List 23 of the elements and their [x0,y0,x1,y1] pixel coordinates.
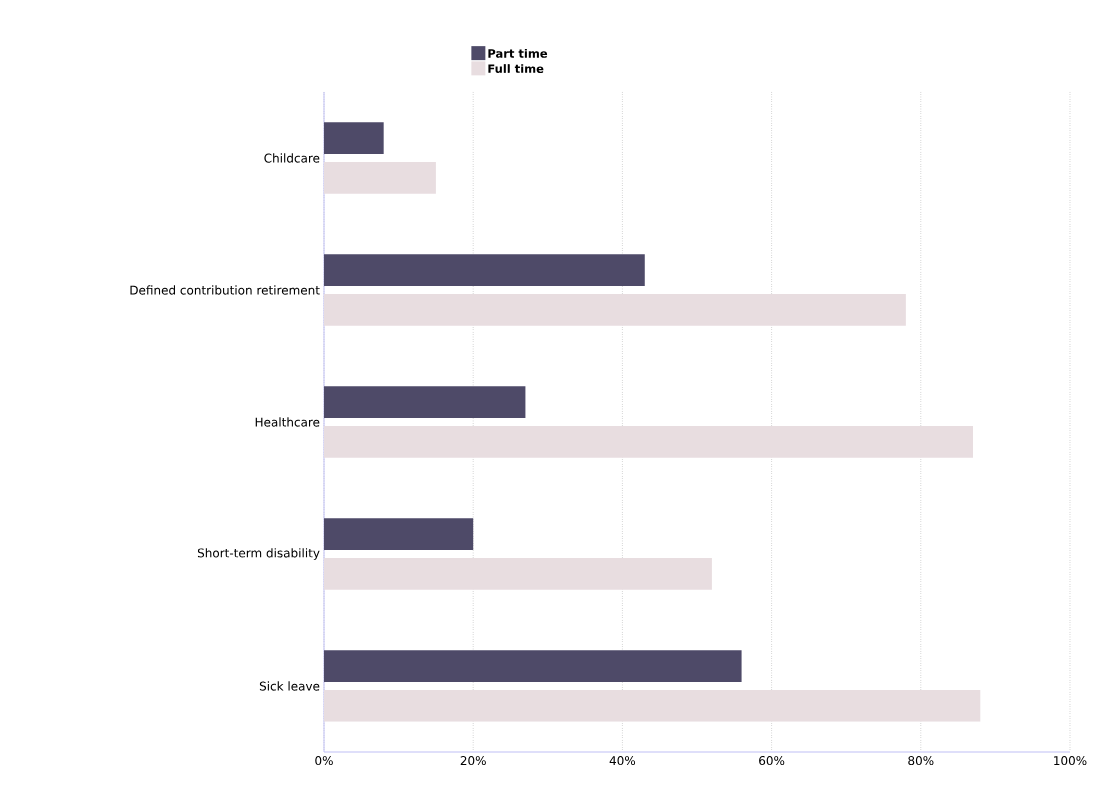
y-tick-label: Defined contribution retirement [130,285,320,295]
y-tick-label: Short-term disability [197,548,320,560]
bar [324,650,742,683]
x-tick-label: 80% [908,756,934,766]
bar [324,518,474,551]
x-tick-label: 0% [315,756,333,766]
bar [324,386,526,419]
y-tick-label: Healthcare [255,417,320,427]
bar [324,161,436,194]
bar [324,293,906,326]
bar [324,557,712,590]
x-tick-label: 20% [460,756,486,766]
y-tick-label: Sick leave [259,681,320,691]
bar [324,425,974,458]
bar [324,254,645,287]
x-tick-label: 40% [609,756,636,766]
legend-label: Full time [488,64,544,74]
legend-label: Part time [488,48,548,58]
bar [324,689,981,722]
x-tick-label: 60% [759,756,785,766]
y-tick-label: Childcare [264,153,320,163]
bar [324,122,384,155]
x-tick-label: 100% [1054,756,1087,766]
